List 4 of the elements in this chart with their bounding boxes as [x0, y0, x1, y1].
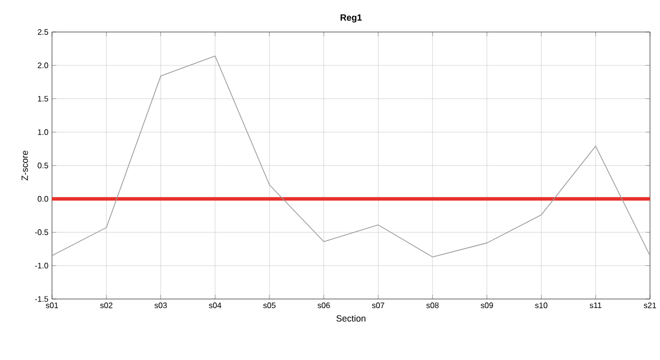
- x-axis-title: Section: [336, 315, 366, 322]
- chart-title: Reg1: [340, 14, 362, 23]
- line-series: [52, 56, 650, 258]
- y-axis-title: Z-score: [22, 150, 28, 180]
